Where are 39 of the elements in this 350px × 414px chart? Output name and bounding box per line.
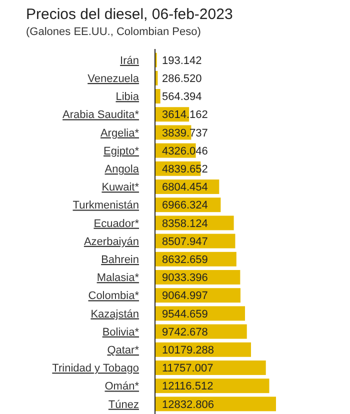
y-tick-label: Ecuador*: [94, 218, 140, 230]
y-tick-label: Malasia*: [96, 272, 140, 284]
data-label: 193.142: [162, 54, 202, 67]
data-label: 12116.512: [162, 380, 214, 393]
y-tick-label: Venezuela: [88, 73, 140, 85]
y-tick-label: Turkmenistán: [72, 200, 139, 212]
data-label: 286.520: [162, 73, 202, 85]
chart-subtitle: (Galones EE.UU., Colombian Peso): [26, 26, 201, 38]
data-label: 11757.007: [162, 362, 214, 375]
data-label: 9544.659: [162, 308, 208, 320]
y-tick-label: Kuwait*: [102, 182, 140, 194]
y-tick-label: Azerbaiyán: [84, 236, 139, 248]
data-label: 8632.659: [162, 254, 208, 266]
data-label: 6804.454: [162, 182, 208, 194]
y-tick-label: Kazajstán: [90, 308, 139, 320]
y-tick-label: Angola: [104, 164, 140, 176]
y-tick-label: Qatar*: [107, 344, 140, 356]
y-tick-label: Libia: [116, 91, 140, 104]
data-label: 9064.997: [162, 290, 208, 302]
data-label: 9742.678: [162, 326, 208, 338]
y-tick-label: Trinidad y Tobago: [52, 362, 139, 375]
y-tick-label: Colombia*: [88, 290, 140, 302]
data-label: 10179.288: [162, 344, 214, 356]
y-tick-label: Túnez: [108, 398, 139, 411]
y-tick-label: Bahrein: [101, 254, 139, 266]
y-tick-label: Bolivia*: [102, 326, 140, 338]
data-label: 12832.806: [162, 398, 214, 411]
y-tick-label: Egipto*: [104, 145, 140, 158]
data-label: 8358.124: [162, 218, 208, 230]
data-label: 6966.324: [162, 200, 208, 212]
bar: [155, 89, 160, 104]
data-label: 9033.396: [162, 272, 208, 284]
chart-title: Precios del diesel, 06-feb-2023: [26, 6, 233, 23]
data-label: 8507.947: [162, 236, 208, 248]
y-tick-label: Irán: [120, 54, 139, 67]
data-label: 564.394: [162, 91, 202, 104]
y-tick-label: Arabia Saudita*: [62, 109, 140, 122]
y-tick-label: Omán*: [104, 380, 140, 393]
y-tick-label: Argelia*: [100, 127, 140, 140]
